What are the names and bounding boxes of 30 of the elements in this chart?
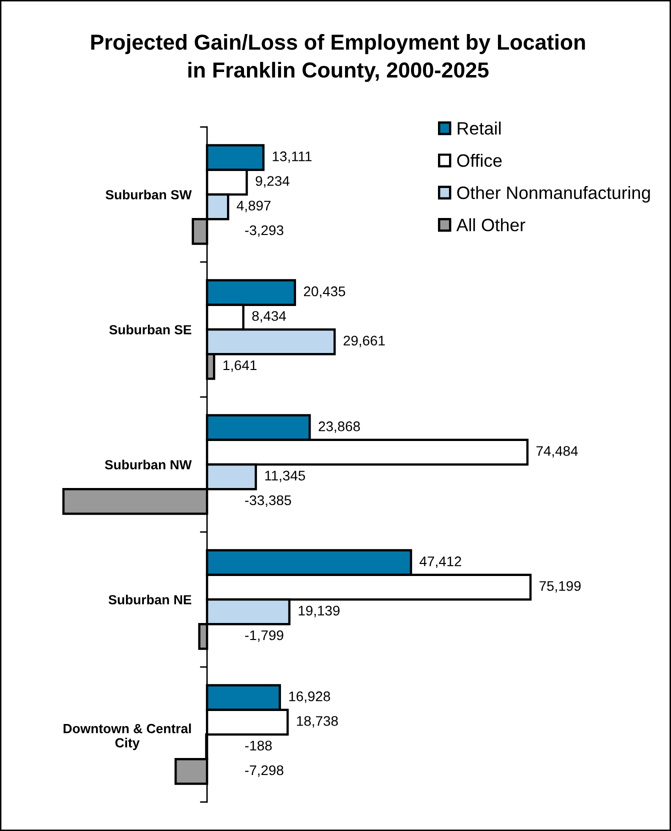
chart-title: Projected Gain/Loss of Employment by Location in Franklin County, 2000-2025 — [91, 34, 585, 82]
data-label: 20,435 — [304, 286, 346, 298]
data-label: -3,293 — [245, 225, 284, 237]
data-label: -188 — [245, 740, 272, 751]
data-label: 9,234 — [256, 176, 290, 188]
y-tick-label: Suburban SE — [109, 324, 192, 334]
y-tick-label: Suburban SW — [106, 190, 192, 200]
data-label: 47,412 — [420, 556, 462, 568]
data-label: -1,799 — [245, 630, 284, 642]
y-tick-label: Suburban NE — [108, 594, 192, 604]
y-tick-label: Suburban NW — [104, 460, 192, 470]
data-label: 4,897 — [236, 200, 270, 212]
data-label: 19,139 — [298, 606, 340, 618]
data-label: 13,111 — [272, 151, 312, 163]
legend-label: Retail — [458, 122, 501, 135]
data-label: 8,434 — [252, 311, 286, 323]
data-label: 1,641 — [223, 360, 257, 372]
data-label: 74,484 — [536, 446, 578, 458]
data-label: 29,661 — [344, 336, 385, 348]
data-label: 18,738 — [297, 716, 338, 728]
data-label: 23,868 — [318, 421, 360, 433]
y-tick-label: Downtown & Central City — [64, 724, 191, 750]
legend-label: All Other — [456, 218, 526, 232]
legend-label: Other Nonmanufacturing — [457, 186, 650, 203]
legend-label: Office — [457, 154, 502, 167]
data-label: -33,385 — [245, 495, 292, 507]
data-label: -7,298 — [245, 765, 284, 777]
data-label: 11,345 — [265, 470, 306, 482]
data-label: 16,928 — [289, 691, 330, 703]
data-label: 75,199 — [540, 581, 581, 593]
